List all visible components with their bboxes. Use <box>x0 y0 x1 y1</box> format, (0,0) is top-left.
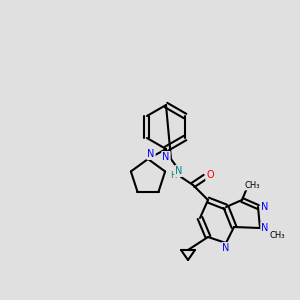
Text: N: N <box>162 152 170 162</box>
Text: N: N <box>175 166 183 176</box>
Text: O: O <box>206 170 214 180</box>
Text: N: N <box>147 149 155 159</box>
Text: N: N <box>261 223 269 233</box>
Text: CH₃: CH₃ <box>244 181 260 190</box>
Text: CH₃: CH₃ <box>269 230 285 239</box>
Text: N: N <box>261 202 269 212</box>
Text: H: H <box>170 170 176 179</box>
Text: N: N <box>222 243 230 253</box>
